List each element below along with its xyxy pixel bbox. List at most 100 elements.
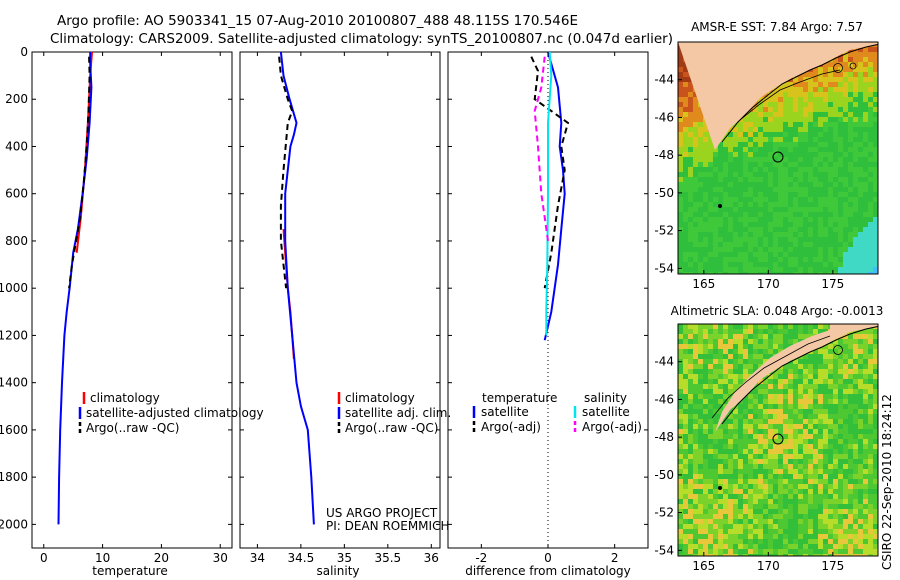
heatmap-cell <box>798 92 804 98</box>
heatmap-cell <box>828 127 834 133</box>
heatmap-cell <box>748 252 754 258</box>
x-tick-label: 10 <box>95 551 110 565</box>
heatmap-cell <box>748 489 754 495</box>
heatmap-cell <box>858 192 864 198</box>
heatmap-cell <box>843 474 849 480</box>
heatmap-cell <box>723 374 729 380</box>
heatmap-cell <box>823 272 829 274</box>
heatmap-cell <box>858 369 864 375</box>
heatmap-cell <box>683 97 689 103</box>
heatmap-cell <box>863 62 869 68</box>
heatmap-cell <box>858 409 864 415</box>
heatmap-cell <box>793 534 799 540</box>
heatmap-cell <box>808 87 814 93</box>
heatmap-cell <box>848 267 854 273</box>
heatmap-cell <box>733 369 739 375</box>
heatmap-cell <box>758 212 764 218</box>
heatmap-cell <box>818 394 824 400</box>
heatmap-cell <box>853 444 859 450</box>
heatmap-cell <box>863 72 869 78</box>
heatmap-cell <box>758 142 764 148</box>
heatmap-cell <box>858 514 864 520</box>
heatmap-cell <box>788 404 794 410</box>
heatmap-cell <box>773 324 779 330</box>
heatmap-cell <box>813 529 819 535</box>
heatmap-cell <box>778 379 784 385</box>
heatmap-cell <box>853 409 859 415</box>
heatmap-cell <box>778 514 784 520</box>
heatmap-cell <box>738 242 744 248</box>
heatmap-cell <box>688 122 694 128</box>
heatmap-cell <box>863 97 869 103</box>
salinity-panel: 34 34.5 35 35.5 36 salinity climatology sate… <box>239 51 451 578</box>
heatmap-cell <box>848 127 854 133</box>
heatmap-cell <box>793 434 799 440</box>
depth-tick-label: 400 <box>5 139 28 153</box>
heatmap-cell <box>728 504 734 510</box>
heatmap-cell <box>828 67 834 73</box>
heatmap-cell <box>718 479 724 485</box>
heatmap-cell <box>793 484 799 490</box>
heatmap-cell <box>728 257 734 263</box>
heatmap-cell <box>868 232 874 238</box>
heatmap-cell <box>808 424 814 430</box>
heatmap-cell <box>768 167 774 173</box>
heatmap-cell <box>868 262 874 268</box>
heatmap-cell <box>693 349 699 355</box>
heatmap-cell <box>853 142 859 148</box>
heatmap-cell <box>848 152 854 158</box>
heatmap-cell <box>833 424 839 430</box>
heatmap-cell <box>733 529 739 535</box>
heatmap-cell <box>683 399 689 405</box>
heatmap-cell <box>688 354 694 360</box>
heatmap-cell <box>708 389 714 395</box>
heatmap-cell <box>828 97 834 103</box>
heatmap-cell <box>818 329 824 335</box>
heatmap-cell <box>843 344 849 350</box>
heatmap-cell <box>693 389 699 395</box>
heatmap-cell <box>803 424 809 430</box>
heatmap-cell <box>868 137 874 143</box>
heatmap-cell <box>858 389 864 395</box>
heatmap-cell <box>858 167 864 173</box>
heatmap-cell <box>838 92 844 98</box>
heatmap-cell <box>758 384 764 390</box>
heatmap-cell <box>833 429 839 435</box>
heatmap-cell <box>873 364 878 370</box>
heatmap-cell <box>753 399 759 405</box>
heatmap-cell <box>858 419 864 425</box>
heatmap-cell <box>773 504 779 510</box>
heatmap-cell <box>763 192 769 198</box>
heatmap-cell <box>833 474 839 480</box>
heatmap-cell <box>873 177 878 183</box>
heatmap-cell <box>733 489 739 495</box>
heatmap-cell <box>733 272 739 274</box>
heatmap-cell <box>838 534 844 540</box>
heatmap-cell <box>808 152 814 158</box>
heatmap-cell <box>783 464 789 470</box>
heatmap-cell <box>703 549 709 555</box>
heatmap-cell <box>838 82 844 88</box>
heatmap-cell <box>848 222 854 228</box>
heatmap-cell <box>833 107 839 113</box>
heatmap-cell <box>678 57 684 63</box>
heatmap-cell <box>723 469 729 475</box>
heatmap-cell <box>768 394 774 400</box>
heatmap-cell <box>728 379 734 385</box>
heatmap-cell <box>818 67 824 73</box>
heatmap-cell <box>683 544 689 550</box>
heatmap-cell <box>748 217 754 223</box>
heatmap-cell <box>873 494 878 500</box>
heatmap-cell <box>718 237 724 243</box>
heatmap-cell <box>793 222 799 228</box>
heatmap-cell <box>743 127 749 133</box>
heatmap-cell <box>768 344 774 350</box>
heatmap-cell <box>713 257 719 263</box>
heatmap-cell <box>758 454 764 460</box>
heatmap-cell <box>778 192 784 198</box>
heatmap-cell <box>753 267 759 273</box>
heatmap-cell <box>768 374 774 380</box>
heatmap-cell <box>823 554 829 556</box>
heatmap-cell <box>748 162 754 168</box>
heatmap-cell <box>808 429 814 435</box>
